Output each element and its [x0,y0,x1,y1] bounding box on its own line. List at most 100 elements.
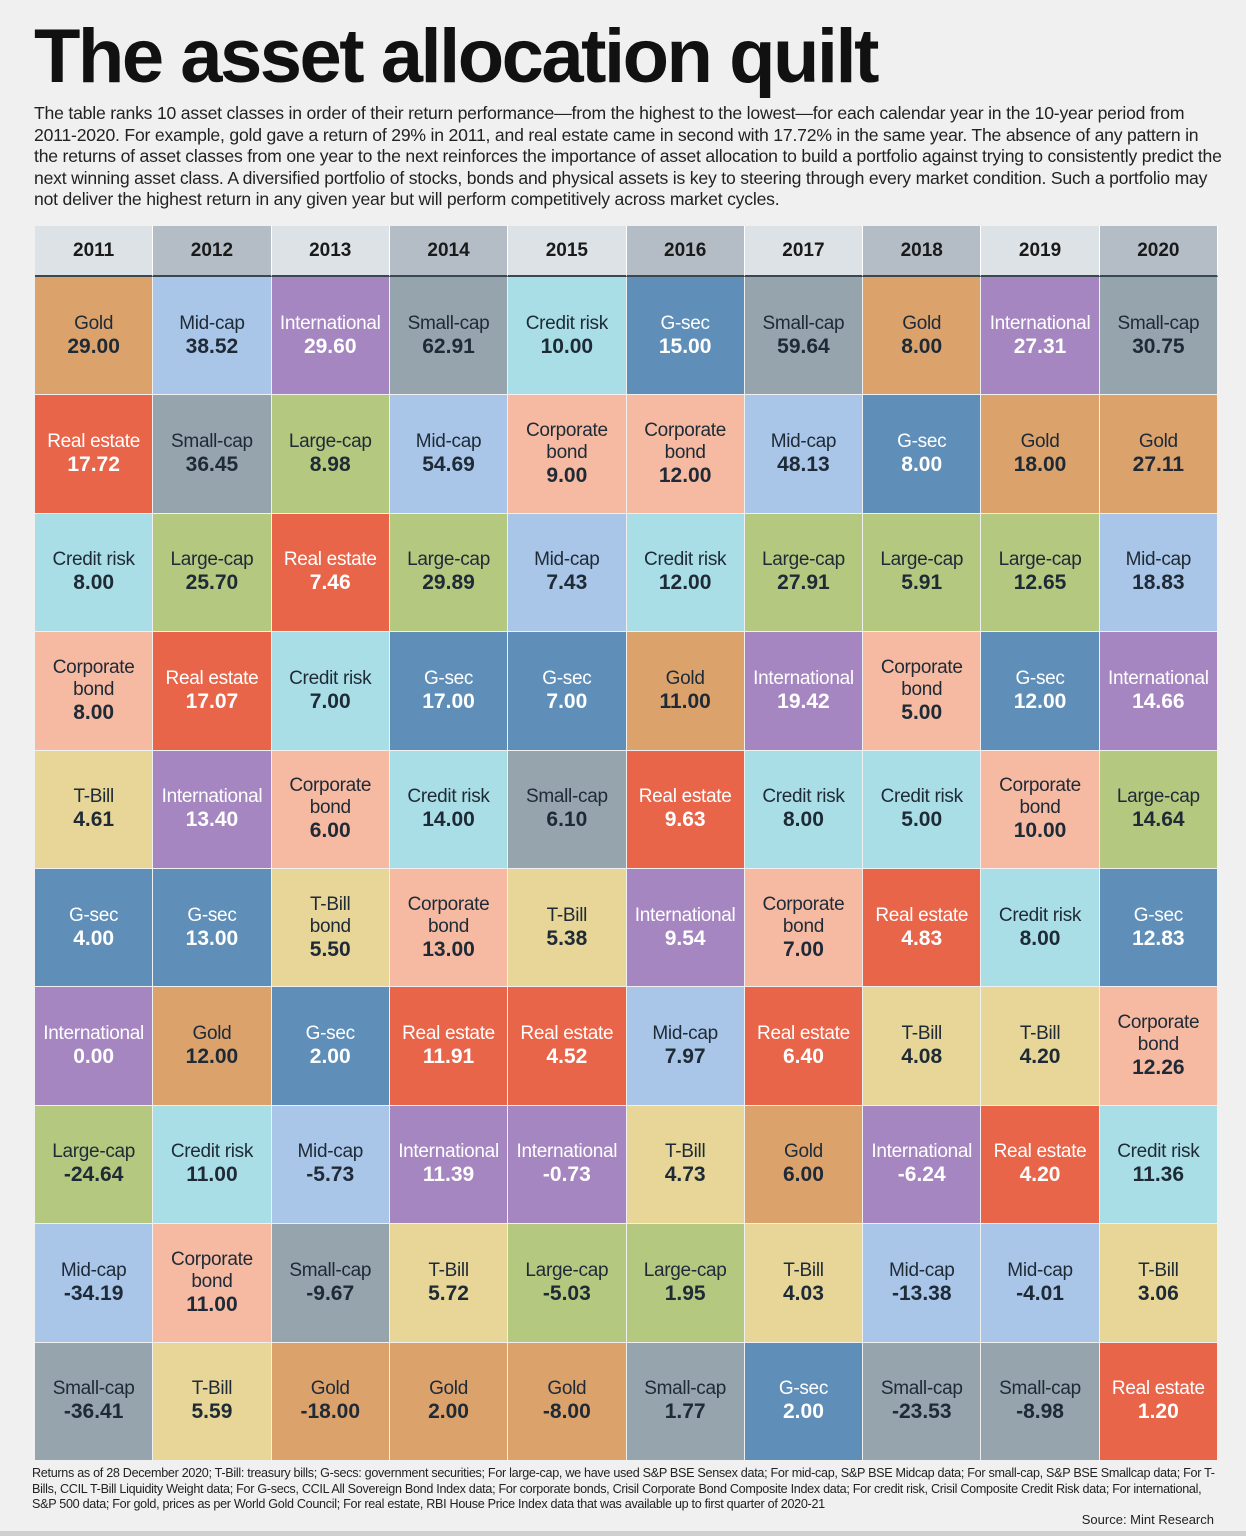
asset-label: Small-cap [289,1259,372,1281]
quilt-cell: Corporate bond 10.00 [981,750,1100,869]
asset-label: Large-cap [998,549,1082,571]
asset-label: Corporate bond [171,1248,253,1292]
return-value: 5.00 [901,700,943,724]
asset-label: Mid-cap [179,312,245,334]
quilt-cell: Large-cap -24.64 [35,1105,154,1225]
asset-label: Mid-cap [652,1023,718,1045]
asset-label: Real estate [638,786,732,808]
quilt-cell: Gold 29.00 [35,277,154,396]
return-value: 12.00 [1013,689,1067,713]
return-value: -5.73 [306,1163,355,1187]
return-value: 7.46 [309,571,351,595]
asset-label: International [279,312,381,334]
quilt-cell: G-sec 12.83 [1099,868,1218,988]
quilt-cell: Corporate bond 11.00 [153,1224,272,1343]
asset-label: Small-cap [171,431,253,453]
quilt-cell: Real estate 4.52 [508,987,627,1106]
asset-label: Large-cap [170,549,254,571]
return-value: 48.13 [777,453,830,477]
asset-label: Real estate [1111,1378,1205,1400]
asset-label: Credit risk [170,1141,254,1163]
quilt-cell: International 9.54 [626,868,745,988]
quilt-cell: Credit risk 12.00 [626,513,745,633]
quilt-cell: Real estate 1.20 [1099,1342,1218,1461]
return-value: 29.00 [67,334,120,358]
year-header: 2014 [389,226,509,277]
quilt-cell: International -6.24 [863,1105,982,1225]
asset-label: Corporate bond [880,656,963,700]
return-value: 4.52 [546,1045,588,1069]
asset-label: Corporate bond [525,420,608,464]
asset-label: International [753,667,854,689]
quilt-cell: T-Bill 4.20 [981,987,1100,1106]
return-value: 12.00 [185,1045,239,1069]
asset-label: G-sec [1133,904,1183,926]
asset-label: Mid-cap [297,1141,364,1163]
quilt-cell: G-sec 4.00 [35,868,154,988]
quilt-cell: T-Bill 5.38 [508,868,627,988]
quilt-cell: Gold 6.00 [744,1105,864,1225]
asset-label: Real estate [47,431,141,453]
return-value: 59.64 [777,334,830,358]
return-value: 1.77 [664,1400,706,1424]
quilt-cell: T-Bill 3.06 [1099,1224,1218,1343]
quilt-cell: International 0.00 [35,987,154,1106]
quilt-cell: Credit risk 14.00 [389,750,509,869]
asset-label: Large-cap [407,549,490,571]
asset-label: Real estate [520,1023,614,1045]
return-value: 8.00 [73,700,115,724]
quilt-cell: G-sec 2.00 [271,987,390,1106]
return-value: 27.91 [777,571,830,595]
asset-label: Mid-cap [770,431,837,453]
return-value: 9.00 [546,464,588,488]
return-value: 7.97 [664,1045,706,1069]
return-value: 9.54 [664,926,706,950]
asset-label: Real estate [283,549,377,571]
quilt-cell: Large-cap 8.98 [271,395,390,514]
return-value: 27.11 [1132,453,1185,477]
quilt-cell: G-sec 12.00 [981,632,1100,751]
asset-label: T-Bill bond [309,893,351,937]
quilt-cell: Large-cap 27.91 [744,513,864,633]
asset-label: T-Bill [546,904,588,926]
intro-text: The table ranks 10 asset classes in orde… [34,103,1222,210]
asset-label: Credit risk [998,904,1082,926]
quilt-cell: Real estate 17.07 [153,632,272,751]
asset-label: Credit risk [407,786,490,808]
return-value: 38.52 [185,334,239,358]
return-value: 7.00 [783,937,824,961]
asset-label: International [516,1141,618,1163]
asset-label: Credit risk [52,549,136,571]
asset-label: Mid-cap [415,431,482,453]
return-value: 5.59 [191,1400,233,1424]
asset-label: International [989,312,1091,334]
return-value: 4.83 [901,926,943,950]
year-header: 2019 [981,226,1100,277]
asset-label: Gold [665,667,705,689]
return-value: 4.61 [73,808,115,832]
asset-label: Large-cap [52,1141,136,1163]
return-value: 8.00 [1019,926,1061,950]
asset-label: Gold [192,1023,232,1045]
quilt-cell: Corporate bond 12.26 [1099,987,1218,1106]
return-value: 7.00 [546,689,588,713]
quilt-cell: Small-cap -23.53 [863,1342,982,1461]
quilt-cell: Gold 27.11 [1099,395,1218,514]
return-value: 6.00 [783,1163,824,1187]
asset-label: Large-cap [880,549,964,571]
quilt-cell: Large-cap 1.95 [626,1224,745,1343]
return-value: 18.83 [1132,571,1185,595]
quilt-cell: Mid-cap -34.19 [35,1224,154,1343]
quilt-cell: G-sec 15.00 [626,277,745,396]
asset-label: Small-cap [999,1378,1081,1400]
asset-label: Credit risk [644,549,727,571]
quilt-cell: Mid-cap 54.69 [389,395,509,514]
return-value: -18.00 [300,1400,361,1424]
return-value: 30.75 [1132,334,1185,358]
quilt-cell: Credit risk 11.36 [1099,1105,1218,1225]
quilt-cell: Real estate 9.63 [626,750,745,869]
year-header: 2011 [35,226,154,277]
return-value: 36.45 [185,453,239,477]
quilt-cell: Large-cap -5.03 [508,1224,627,1343]
return-value: 17.72 [67,453,120,477]
